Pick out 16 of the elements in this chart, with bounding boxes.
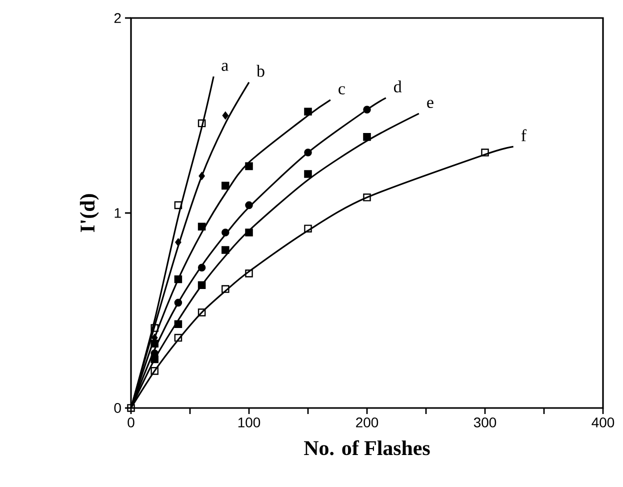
series-label: a [222,62,228,71]
series-label: b [256,64,264,77]
y-tick-label: 0 [114,403,121,413]
series-label: f [521,129,526,142]
x-axis-title: No. of Flashes [304,440,430,456]
x-tick-label: 0 [128,418,134,428]
x-tick-label: 400 [592,418,614,428]
series-label: d [394,80,402,92]
x-tick-label: 100 [238,418,260,428]
y-axis-title: I'(d) [80,194,99,232]
series-label: c [338,86,345,94]
x-tick-label: 200 [356,418,378,428]
y-tick-label: 1 [114,208,121,218]
y-tick-label: 2 [114,13,121,23]
x-tick-label: 300 [474,418,496,428]
series-label: e [427,100,434,108]
